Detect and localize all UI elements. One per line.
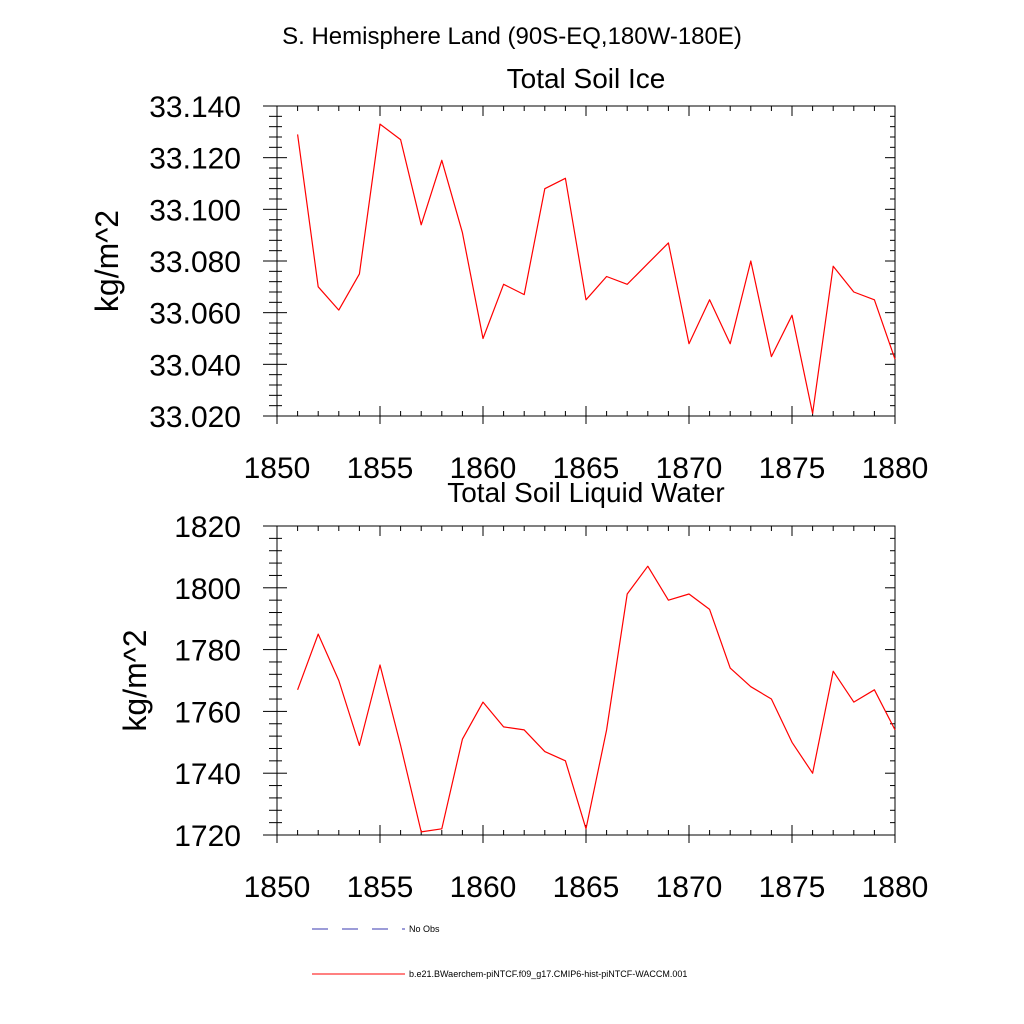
legend-label: No Obs — [409, 924, 440, 934]
plot-frame — [276, 105, 896, 417]
x-tick-label: 1855 — [347, 452, 414, 485]
y-tick-label: 33.120 — [149, 143, 241, 176]
x-tick-label: 1870 — [656, 871, 723, 904]
y-tick-label: 33.080 — [149, 246, 241, 279]
x-tick-label: 1870 — [656, 452, 723, 485]
y-tick-label: 33.040 — [149, 349, 241, 382]
x-tick-label: 1865 — [553, 452, 620, 485]
x-tick-label: 1855 — [347, 871, 414, 904]
series-line — [297, 565, 896, 833]
x-tick-label: 1875 — [759, 871, 826, 904]
legend-item: No Obs — [312, 924, 440, 934]
legend-item: b.e21.BWaerchem-piNTCF.f09_g17.CMIP6-his… — [312, 969, 687, 979]
series-line — [297, 123, 896, 414]
plot-frame — [276, 525, 896, 836]
chart-1: Total Soil Ice kg/m^2 1850 1855 1860 1865 1870… — [89, 63, 928, 485]
chart-2: Total Soil Liquid Water kg/m^2 1850 1855 186… — [117, 477, 928, 904]
y-tick-label: 1780 — [174, 635, 241, 668]
x-tick-label: 1850 — [244, 452, 311, 485]
y-tick-label: 1760 — [174, 696, 241, 729]
x-tick-label: 1875 — [759, 452, 826, 485]
y-axis-label: kg/m^2 — [89, 210, 125, 312]
y-tick-label: 33.060 — [149, 298, 241, 331]
x-tick-label: 1850 — [244, 871, 311, 904]
y-tick-label: 33.140 — [149, 91, 241, 124]
legend: No Obs b.e21.BWaerchem-piNTCF.f09_g17.CMI… — [312, 924, 687, 979]
y-tick-label: 1720 — [174, 820, 241, 853]
x-tick-label: 1865 — [553, 871, 620, 904]
chart-title: Total Soil Liquid Water — [447, 477, 725, 508]
page-title: S. Hemisphere Land (90S-EQ,180W-180E) — [282, 23, 742, 50]
y-tick-label: 33.020 — [149, 401, 241, 434]
x-tick-label: 1860 — [450, 871, 517, 904]
x-tick-label: 1880 — [862, 452, 929, 485]
x-tick-label: 1860 — [450, 452, 517, 485]
y-tick-label: 1800 — [174, 573, 241, 606]
y-tick-label: 1820 — [174, 511, 241, 544]
legend-label: b.e21.BWaerchem-piNTCF.f09_g17.CMIP6-his… — [409, 969, 687, 979]
y-tick-label: 33.100 — [149, 194, 241, 227]
charts: Total Soil Ice kg/m^2 1850 1855 1860 1865 1870… — [89, 63, 928, 904]
y-axis-label: kg/m^2 — [117, 629, 153, 731]
y-tick-label: 1740 — [174, 758, 241, 791]
chart-title: Total Soil Ice — [507, 63, 666, 94]
x-tick-label: 1880 — [862, 871, 929, 904]
